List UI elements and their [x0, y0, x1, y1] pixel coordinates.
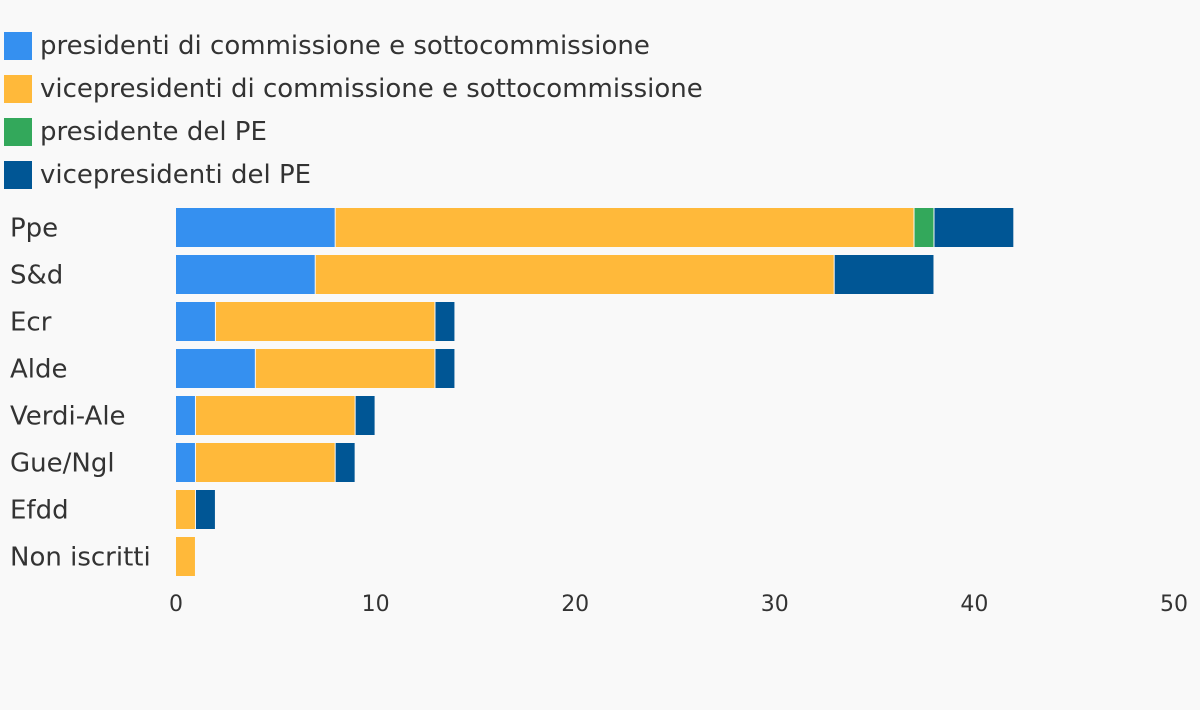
bar-segment [176, 537, 195, 576]
legend-swatch [4, 31, 32, 60]
bar-segment [435, 302, 455, 341]
legend-item: vicepresidenti del PE [4, 153, 703, 196]
x-tick-label: 0 [169, 592, 183, 617]
category-label: Efdd [10, 496, 69, 526]
bar-segment [176, 443, 195, 482]
legend-label: vicepresidenti di commissione e sottocom… [40, 73, 703, 104]
category-label: Verdi-Ale [10, 402, 126, 432]
category-label: Non iscritti [10, 543, 151, 573]
bar-segment [934, 208, 1014, 247]
category-label: Alde [10, 355, 68, 385]
x-tick-label: 50 [1160, 592, 1188, 617]
bar-segment [315, 255, 834, 294]
legend-label: presidenti di commissione e sottocommiss… [40, 30, 650, 61]
bar-segment [215, 302, 435, 341]
bar-segment [176, 396, 195, 435]
bar-segment [195, 396, 355, 435]
bar-segment [834, 255, 934, 294]
bar-segment [176, 349, 255, 388]
bar-segment [335, 208, 914, 247]
bar-segment [176, 208, 335, 247]
x-tick-label: 20 [561, 592, 589, 617]
legend-item: presidenti di commissione e sottocommiss… [4, 24, 703, 67]
legend-swatch [4, 160, 32, 189]
x-tick-label: 40 [960, 592, 988, 617]
bar-segment [255, 349, 435, 388]
x-tick-label: 10 [362, 592, 390, 617]
legend-item: presidente del PE [4, 110, 703, 153]
bar-segment [335, 443, 355, 482]
category-label: Ecr [10, 308, 52, 338]
legend-swatch [4, 117, 32, 146]
legend-item: vicepresidenti di commissione e sottocom… [4, 67, 703, 110]
bar-segment [355, 396, 375, 435]
category-label: Gue/Ngl [10, 449, 115, 479]
bar-segment [435, 349, 455, 388]
bar-segment [176, 302, 215, 341]
chart-legend: presidenti di commissione e sottocommiss… [4, 24, 703, 196]
bar-segment [195, 443, 335, 482]
bar-segment [195, 490, 215, 529]
legend-label: presidente del PE [40, 116, 267, 147]
legend-swatch [4, 74, 32, 103]
category-label: S&d [10, 261, 63, 291]
x-tick-label: 30 [761, 592, 789, 617]
legend-label: vicepresidenti del PE [40, 159, 312, 190]
bar-segment [914, 208, 934, 247]
bar-segment [176, 255, 315, 294]
category-label: Ppe [10, 214, 58, 244]
bar-segment [176, 490, 195, 529]
